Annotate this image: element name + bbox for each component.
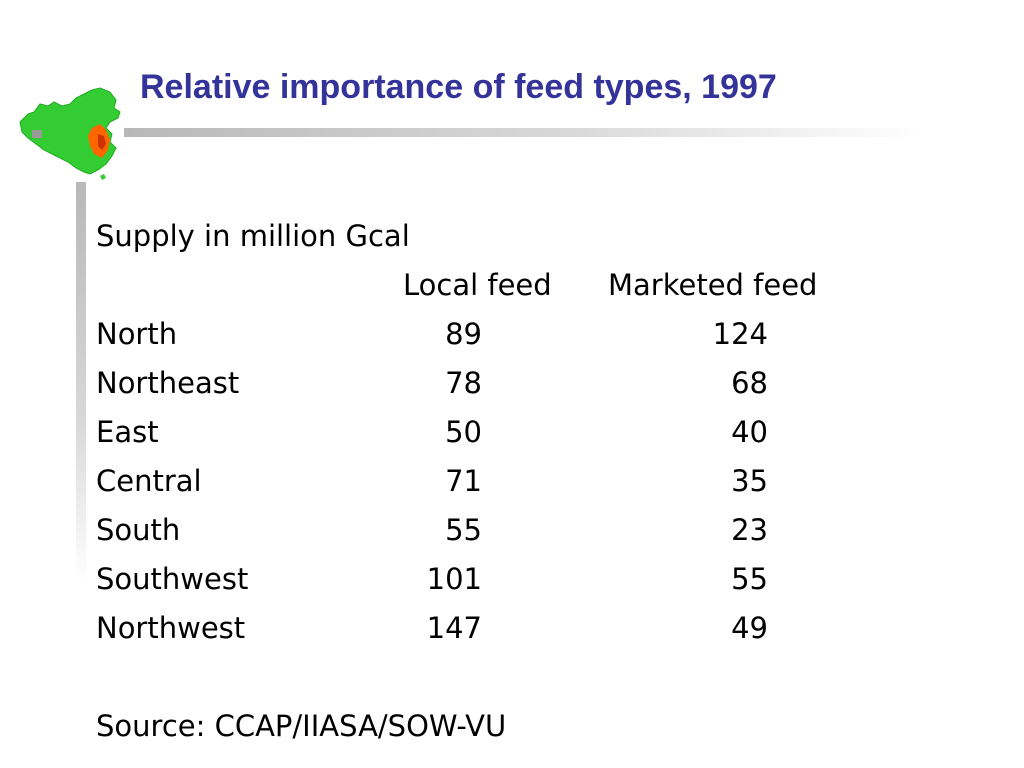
table-caption: Supply in million Gcal bbox=[96, 219, 410, 253]
marketed-feed-value: 55 bbox=[731, 562, 768, 596]
table-row: Southwest 101 55 bbox=[96, 555, 896, 604]
local-feed-value: 89 bbox=[445, 317, 482, 351]
region-label: Northwest bbox=[96, 611, 246, 645]
local-feed-value: 71 bbox=[445, 464, 482, 498]
map-island bbox=[100, 174, 106, 180]
region-label: North bbox=[96, 317, 178, 351]
local-feed-value: 147 bbox=[426, 611, 482, 645]
source-row: Source: CCAP/IIASA/SOW-VU bbox=[96, 702, 896, 751]
region-label: Southwest bbox=[96, 562, 249, 596]
local-feed-value: 78 bbox=[445, 366, 482, 400]
feed-table: Supply in million Gcal Local feed Market… bbox=[96, 212, 896, 751]
table-row: East 50 40 bbox=[96, 408, 896, 457]
table-row: Northwest 147 49 bbox=[96, 604, 896, 653]
marketed-feed-value: 40 bbox=[731, 415, 768, 449]
map-region-plateau bbox=[32, 130, 42, 138]
region-label: Central bbox=[96, 464, 202, 498]
header-marketed-feed: Marketed feed bbox=[608, 268, 818, 302]
title-divider bbox=[124, 128, 924, 137]
table-row: Central 71 35 bbox=[96, 457, 896, 506]
local-feed-value: 55 bbox=[445, 513, 482, 547]
marketed-feed-value: 68 bbox=[731, 366, 768, 400]
slide-title: Relative importance of feed types, 1997 bbox=[140, 68, 777, 106]
source-note: Source: CCAP/IIASA/SOW-VU bbox=[96, 709, 507, 743]
china-map-icon bbox=[19, 87, 121, 180]
table-row: South 55 23 bbox=[96, 506, 896, 555]
local-feed-value: 50 bbox=[445, 415, 482, 449]
region-label: Northeast bbox=[96, 366, 240, 400]
table-header-row: Local feed Marketed feed bbox=[96, 261, 896, 310]
marketed-feed-value: 23 bbox=[731, 513, 768, 547]
table-row: North 89 124 bbox=[96, 310, 896, 359]
marketed-feed-value: 124 bbox=[712, 317, 768, 351]
table-row: Northeast 78 68 bbox=[96, 359, 896, 408]
marketed-feed-value: 49 bbox=[731, 611, 768, 645]
spacer-row bbox=[96, 653, 896, 702]
table-caption-row: Supply in million Gcal bbox=[96, 212, 896, 261]
local-feed-value: 101 bbox=[426, 562, 482, 596]
region-label: East bbox=[96, 415, 159, 449]
marketed-feed-value: 35 bbox=[731, 464, 768, 498]
header-local-feed: Local feed bbox=[403, 268, 552, 302]
side-divider bbox=[76, 182, 86, 582]
map-region-coast bbox=[98, 134, 106, 150]
region-label: South bbox=[96, 513, 181, 547]
